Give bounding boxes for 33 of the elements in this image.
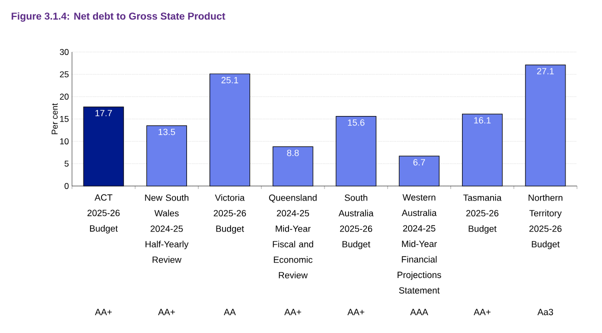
data-label: 27.1 [537,68,554,74]
y-tick-label: 10 [60,138,69,144]
y-tick-label: 0 [64,182,69,190]
x-tick-label: Northern Territory 2025-26 Budget [528,194,562,250]
text: AA [224,308,236,316]
y-tick-label: 30 [60,48,69,56]
x-tick-label: Queensland 2024-25 Mid-Year Fiscal and Economic Review [269,194,317,278]
text: AAA [410,308,428,316]
text: AA+ [284,308,302,316]
x-tick-label: Tasmania 2025-26 Budget [463,194,502,234]
x-tick-label: New South Wales 2024-25 Half-Yearly Review [145,194,189,263]
y-tick-label: 25 [60,71,69,78]
text: Aa3 [537,308,554,316]
text: AA+ [347,308,364,316]
y-tick-label: 20 [60,94,69,100]
y-tick-label: 15 [60,116,69,122]
data-label: 16.1 [474,117,491,124]
x-tick-label: Victoria 2025-26 Budget [214,194,246,234]
data-label: 25.1 [222,76,238,84]
data-label: 6.7 [413,159,425,166]
x-tick-label: Western Australia 2024-25 Mid-Year Financial Projections Statement [398,194,442,294]
text: AA+ [158,308,175,316]
text: AA+ [474,308,491,316]
y-axis-title: Per cent [52,103,58,134]
x-tick-label: South Australia 2025-26 Budget [338,194,374,250]
chart-title: Figure 3.1.4: Net debt to Gross State Product [12,12,226,22]
data-label: 8.8 [287,150,299,156]
data-label: 13.5 [158,128,176,136]
text: AA+ [94,308,112,316]
data-label: 15.6 [348,119,364,126]
y-tick-label: 5 [64,160,69,167]
x-tick-label: ACT 2025-26 Budget [88,194,120,234]
data-label: 17.7 [96,110,112,116]
